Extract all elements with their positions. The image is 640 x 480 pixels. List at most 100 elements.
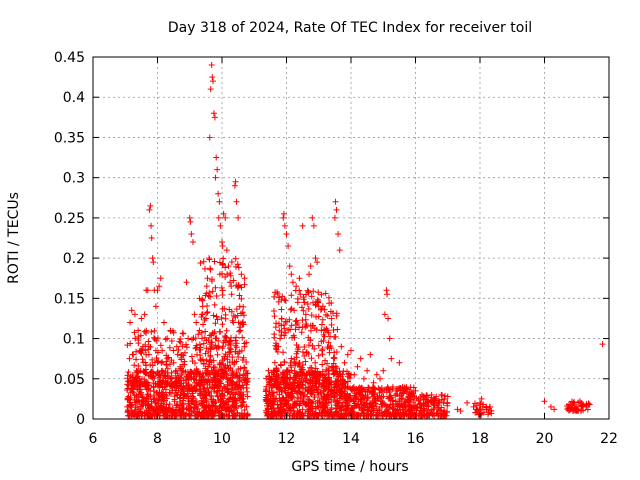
data-point <box>389 398 396 405</box>
data-point <box>267 412 274 419</box>
data-point <box>209 288 216 295</box>
data-point <box>235 214 242 221</box>
data-point <box>583 403 590 410</box>
data-point <box>135 327 142 334</box>
data-point <box>403 411 410 418</box>
data-point <box>304 301 311 308</box>
data-point <box>323 382 330 389</box>
data-point <box>138 315 145 322</box>
data-point <box>297 291 304 298</box>
data-point <box>355 396 362 403</box>
data-point <box>196 327 203 334</box>
data-point <box>189 336 196 343</box>
data-point <box>391 411 398 418</box>
data-point <box>141 311 148 318</box>
data-point <box>185 393 192 400</box>
data-point <box>271 293 278 300</box>
data-point <box>139 401 146 408</box>
data-point <box>191 376 198 383</box>
data-point <box>283 398 290 405</box>
data-point <box>206 134 213 141</box>
data-point <box>380 393 387 400</box>
data-point <box>125 412 132 419</box>
data-point <box>305 350 312 357</box>
data-point <box>154 349 161 356</box>
data-point <box>243 376 250 383</box>
data-point <box>187 218 194 225</box>
data-point <box>204 384 211 391</box>
data-point <box>321 326 328 333</box>
data-point <box>180 330 187 337</box>
data-point <box>165 407 172 414</box>
data-point <box>294 299 301 306</box>
data-point <box>328 299 335 306</box>
data-point <box>388 355 395 362</box>
data-point <box>288 292 295 299</box>
data-point <box>355 385 362 392</box>
data-point <box>205 292 212 299</box>
data-point <box>318 338 325 345</box>
data-point <box>217 412 224 419</box>
data-point <box>224 412 231 419</box>
data-point <box>333 348 340 355</box>
data-point <box>157 376 164 383</box>
data-point <box>208 367 215 374</box>
data-point <box>580 401 587 408</box>
data-point <box>208 339 215 346</box>
data-point <box>311 345 318 352</box>
data-point <box>215 190 222 197</box>
data-point <box>321 378 328 385</box>
y-tick-label: 0.2 <box>63 251 85 267</box>
data-point <box>127 340 134 347</box>
data-point <box>198 411 205 418</box>
data-point <box>168 369 175 376</box>
data-point <box>270 367 277 374</box>
y-tick-label: 0.05 <box>54 372 85 388</box>
data-point <box>202 328 209 335</box>
data-point <box>170 347 177 354</box>
data-point <box>315 352 322 359</box>
data-point <box>299 222 306 229</box>
data-point <box>233 369 240 376</box>
data-point <box>184 390 191 397</box>
data-point <box>414 404 421 411</box>
data-point <box>220 339 227 346</box>
data-point <box>233 334 240 341</box>
data-point <box>180 409 187 416</box>
data-point <box>214 316 221 323</box>
data-point <box>333 380 340 387</box>
data-point <box>209 330 216 337</box>
data-point <box>288 271 295 278</box>
data-point <box>210 110 217 117</box>
data-point <box>315 371 322 378</box>
data-point <box>134 378 141 385</box>
x-tick-label: 8 <box>153 431 162 447</box>
data-point <box>212 403 219 410</box>
data-point <box>319 346 326 353</box>
data-point <box>157 275 164 282</box>
data-point <box>124 372 131 379</box>
data-point <box>344 351 351 358</box>
data-point <box>143 351 150 358</box>
data-point <box>224 375 231 382</box>
data-point <box>186 382 193 389</box>
data-point <box>199 335 206 342</box>
data-point <box>237 327 244 334</box>
data-point <box>273 371 280 378</box>
data-point <box>288 381 295 388</box>
data-point <box>191 379 198 386</box>
data-point <box>241 365 248 372</box>
data-point <box>274 348 281 355</box>
data-point <box>270 307 277 314</box>
data-point <box>473 406 480 413</box>
data-point <box>576 398 583 405</box>
data-point <box>225 263 232 270</box>
data-point <box>132 410 139 417</box>
data-point <box>137 391 144 398</box>
data-point <box>322 290 329 297</box>
data-point <box>315 303 322 310</box>
data-point <box>374 412 381 419</box>
data-point <box>285 404 292 411</box>
data-point <box>312 302 319 309</box>
data-point <box>286 316 293 323</box>
